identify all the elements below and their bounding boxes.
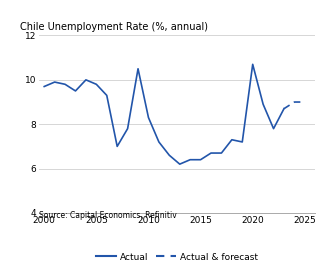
Legend: Actual, Actual & forecast: Actual, Actual & forecast [92, 249, 262, 265]
Text: Chile Unemployment Rate (%, annual): Chile Unemployment Rate (%, annual) [20, 22, 208, 32]
Text: Source: Capital Economics, Refinitiv: Source: Capital Economics, Refinitiv [39, 211, 177, 220]
